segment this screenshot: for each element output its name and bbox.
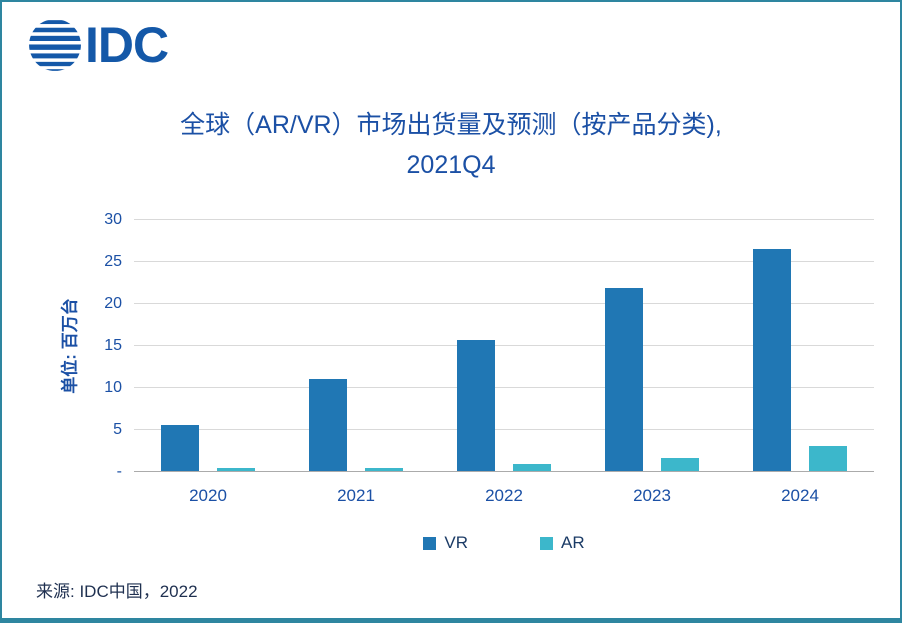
legend-swatch-ar [540,536,553,550]
gridline-30 [134,219,874,220]
chart-title: 全球（AR/VR）市场出货量及预测（按产品分类), 2021Q4 [2,105,900,185]
bar-vr-2022 [457,339,495,471]
gridline-10 [134,387,874,388]
legend-item-vr: VR [423,533,468,553]
chart-title-line1: 全球（AR/VR）市场出货量及预测（按产品分类), [180,111,722,139]
gridline-5 [134,429,874,430]
gridline-15 [134,345,874,346]
idc-logo: IDC [28,17,169,73]
y-tick-label-25: 25 [104,253,122,270]
y-tick-label-20: 20 [104,295,122,312]
x-tick-label-2020: 2020 [189,486,227,505]
bar-vr-2021 [309,379,347,471]
legend-swatch-vr [423,536,437,550]
bar-vr-2024 [753,249,791,471]
x-tick-label-2024: 2024 [781,486,819,505]
y-tick-label-15: 15 [104,337,122,354]
x-tick-label-2022: 2022 [485,486,523,505]
bar-ar-2024 [809,445,847,471]
plot-area: 30 25 20 15 10 5 - 2020 2021 2022 2023 2024 [104,211,874,505]
y-tick-label-10: 10 [104,379,122,396]
idc-globe-icon [29,20,81,71]
legend-item-ar: AR [540,533,585,553]
bar-vr-2023 [605,287,643,471]
x-axis-line [134,471,874,472]
y-tick-label-5: 5 [113,421,122,438]
bar-ar-2022 [513,464,551,471]
source-note: 来源: IDC中国，2022 [36,582,198,601]
x-tick-label-2021: 2021 [337,486,375,505]
x-tick-label-2023: 2023 [633,486,671,505]
legend-label-vr: VR [444,533,468,552]
chart-title-line2: 2021Q4 [406,151,496,179]
bar-ar-2023 [661,458,699,471]
legend-label-ar: AR [561,533,585,552]
bar-vr-2020 [161,424,199,471]
bar-ar-2021 [365,468,403,471]
y-tick-label-30: 30 [104,211,122,228]
y-tick-label--: - [116,463,122,480]
legend: VR AR [134,533,874,553]
gridline-20 [134,303,874,304]
idc-logo-text: IDC [85,17,169,73]
bar-ar-2020 [217,468,255,471]
gridline-25 [134,261,874,262]
y-axis-label: 单位: 百万台 [60,298,80,394]
